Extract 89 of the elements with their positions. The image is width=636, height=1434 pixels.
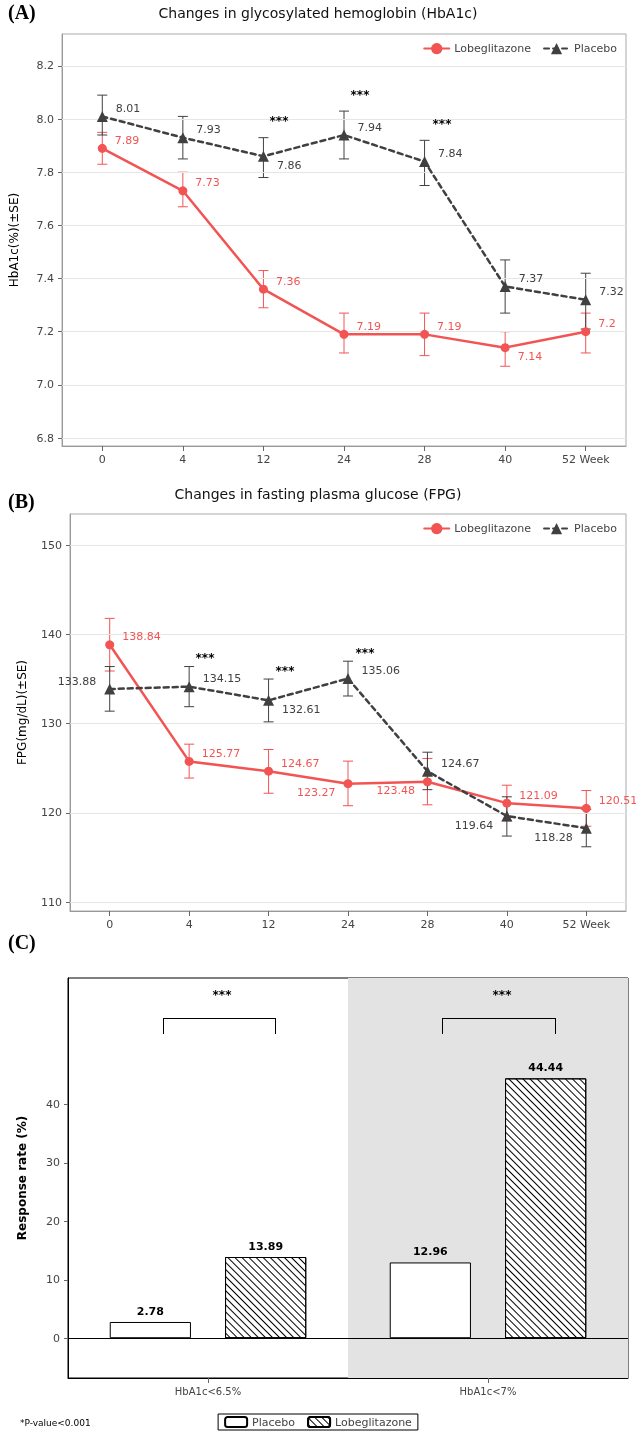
x-tick-label: 0 xyxy=(98,453,106,466)
y-tick-label: 7.4 xyxy=(36,272,54,286)
data-label: 123.48 xyxy=(376,784,415,798)
data-label: 7.73 xyxy=(195,176,220,190)
y-tick-label: 10 xyxy=(46,1273,60,1287)
annotation: *** xyxy=(275,664,296,678)
y-axis-title: Response rate (%) xyxy=(15,1115,29,1241)
x-tick-label: 40 xyxy=(498,453,513,466)
x-tick-label: HbA1c<6.5% xyxy=(174,1385,242,1397)
text: (A) xyxy=(8,1,36,24)
y-axis-title: HbA1c(%)(±SE) xyxy=(7,192,21,288)
y-tick-label: 140 xyxy=(41,627,62,641)
y-tick-label: 7.6 xyxy=(36,218,54,232)
x-tick-label: 28 xyxy=(420,918,435,931)
y-tick-label: 7.8 xyxy=(36,165,54,179)
data-label: 7.84 xyxy=(438,147,463,161)
legend-label: Placebo xyxy=(252,1415,296,1429)
legend-label: Lobeglitazone xyxy=(454,522,532,536)
x-tick-label: 52 Week xyxy=(562,918,611,931)
data-label: 44.44 xyxy=(528,1061,564,1075)
legend-label: Placebo xyxy=(574,522,618,536)
data-label: 7.2 xyxy=(598,317,616,331)
data-label: 7.37 xyxy=(518,272,544,286)
data-label: 7.19 xyxy=(437,319,462,333)
y-tick-label: 8.0 xyxy=(36,112,54,126)
data-label: 2.78 xyxy=(136,1304,164,1318)
y-tick-label: 0 xyxy=(53,1331,60,1345)
data-label: 121.09 xyxy=(519,788,558,802)
data-label: 7.19 xyxy=(356,319,381,333)
data-label: 124.67 xyxy=(440,756,480,770)
y-tick-label: 8.2 xyxy=(36,59,54,73)
data-label: 8.01 xyxy=(115,101,141,115)
y-tick-label: 40 xyxy=(46,1097,60,1111)
data-label: 133.88 xyxy=(57,674,97,688)
data-label: 7.89 xyxy=(114,133,140,147)
annotation: *** xyxy=(269,114,290,128)
x-tick-label: 24 xyxy=(337,453,351,466)
y-tick-label: 20 xyxy=(46,1214,60,1228)
data-label: 138.84 xyxy=(122,630,161,644)
annotation: *** xyxy=(350,88,371,102)
data-label: 118.28 xyxy=(534,830,573,844)
data-label: 124.67 xyxy=(281,756,320,770)
data-label: 13.89 xyxy=(248,1240,284,1254)
y-tick-label: 7.2 xyxy=(36,325,54,339)
data-label: 7.93 xyxy=(196,123,221,137)
x-tick-label: 12 xyxy=(261,918,276,931)
text: *P-value<0.001 xyxy=(20,1417,91,1428)
data-label: 125.77 xyxy=(201,746,241,760)
x-tick-label: 4 xyxy=(179,453,187,466)
text: (B) xyxy=(8,490,35,513)
y-tick-label: 110 xyxy=(41,895,62,909)
text: (C) xyxy=(8,931,36,954)
legend-label: Placebo xyxy=(574,42,618,56)
legend-label: Lobeglitazone xyxy=(454,42,532,56)
x-tick-label: 12 xyxy=(256,453,271,466)
x-tick-label: 4 xyxy=(185,918,193,931)
y-tick-label: 120 xyxy=(41,806,62,820)
x-tick-label: 40 xyxy=(499,918,514,931)
data-label: 7.94 xyxy=(357,120,382,134)
x-tick-label: 0 xyxy=(106,918,114,931)
y-tick-label: 130 xyxy=(41,717,62,731)
y-axis-title: FPG(mg/dL)(±SE) xyxy=(15,659,29,766)
data-label: 12.96 xyxy=(412,1245,449,1259)
y-tick-label: 30 xyxy=(46,1156,60,1170)
annotation: *** xyxy=(432,117,453,131)
y-tick-label: 7.0 xyxy=(36,378,54,392)
data-label: 119.64 xyxy=(454,818,494,832)
data-label: 7.14 xyxy=(517,350,543,364)
x-tick-label: 28 xyxy=(417,453,432,466)
data-label: 134.15 xyxy=(202,672,242,686)
chart-title: Changes in glycosylated hemoglobin (HbA1c) xyxy=(158,5,478,21)
annotation: *** xyxy=(355,646,376,660)
data-label: 7.32 xyxy=(599,285,624,299)
data-label: 7.36 xyxy=(275,274,301,288)
chart-title: Changes in fasting plasma glucose (FPG) xyxy=(174,486,462,502)
y-tick-label: 150 xyxy=(41,538,62,552)
x-tick-label: 24 xyxy=(341,918,355,931)
legend-label: Lobeglitazone xyxy=(335,1415,413,1429)
data-label: 132.61 xyxy=(282,702,321,716)
annotation: *** xyxy=(212,988,233,1002)
x-tick-label: 52 Week xyxy=(561,453,611,466)
data-label: 123.27 xyxy=(297,786,336,800)
annotation: *** xyxy=(195,651,216,665)
annotation: *** xyxy=(492,988,513,1002)
y-tick-label: 6.8 xyxy=(36,431,54,445)
data-label: 135.06 xyxy=(361,664,400,678)
data-label: 7.86 xyxy=(276,158,302,172)
data-label: 120.51 xyxy=(598,793,636,807)
x-tick-label: HbA1c<7% xyxy=(459,1385,517,1397)
